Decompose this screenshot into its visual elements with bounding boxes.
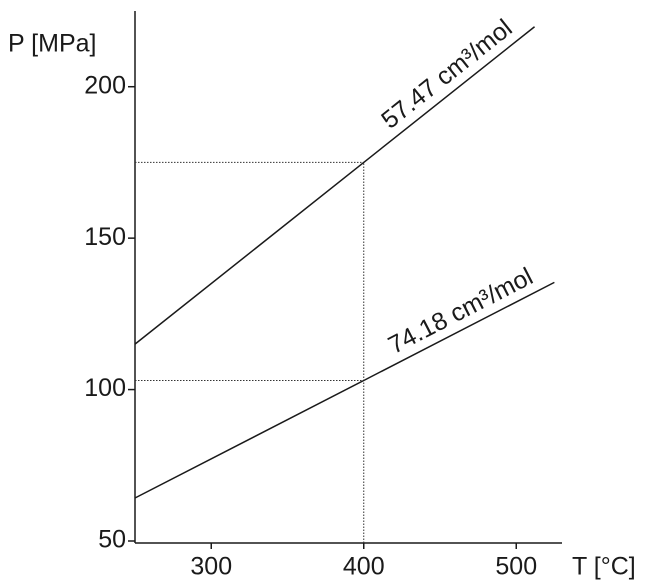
series-line: [134, 281, 555, 499]
x-axis-label: T [°C]: [572, 553, 636, 581]
y-tick-label: 50: [98, 526, 126, 554]
y-axis-label: P [MPa]: [8, 30, 96, 58]
x-tick-label: 300: [190, 553, 232, 581]
y-tick-label: 200: [84, 71, 126, 99]
series-label: 57.47 cm³/mol: [376, 14, 517, 134]
y-tick-label: 100: [84, 374, 126, 402]
series-label: 74.18 cm³/mol: [384, 262, 538, 359]
x-tick-label: 400: [343, 553, 385, 581]
series-line: [134, 26, 536, 345]
x-tick-label: 500: [495, 553, 537, 581]
y-tick-label: 150: [84, 223, 126, 251]
